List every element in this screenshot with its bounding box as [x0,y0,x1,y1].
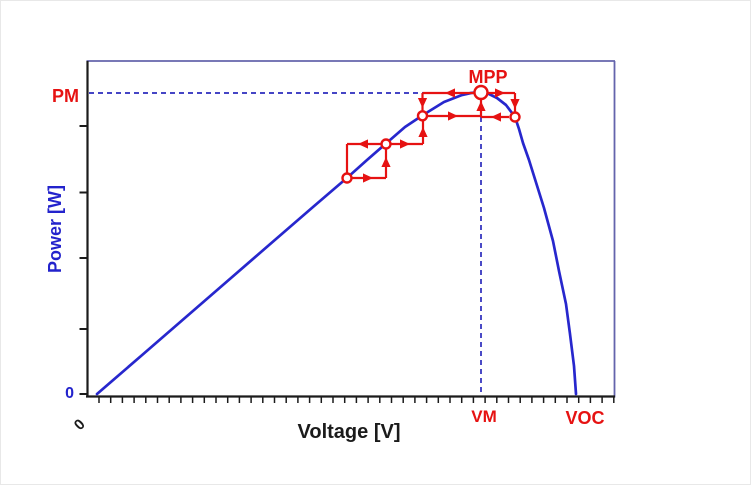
operating-point-4 [509,111,521,123]
mppt-arrow-up [418,127,428,137]
mpp-label: MPP [468,67,507,87]
pv-curve-line [95,90,578,396]
mppt-arrow-right [400,139,410,149]
pm-label: PM [52,86,79,106]
mpp-point [473,84,489,101]
mppt-arrow-left [491,112,501,122]
mppt-arrow-right [363,173,373,183]
operating-point-1 [341,172,353,184]
mppt-arrow-down [417,98,428,108]
mppt-arrow-left [445,88,455,98]
y-origin-label: 0 [65,385,74,402]
mppt-arrow-right [448,111,458,121]
vm-label: VM [471,407,497,426]
x-origin-label: 0 [71,416,89,434]
mppt-arrow-up [476,101,486,111]
operating-point-2 [380,138,392,150]
operating-point-3 [416,110,429,122]
mppt-arrow-up [381,157,391,167]
mppt-arrow-down [510,99,520,109]
voc-label: VOC [565,408,604,428]
mppt-arrow-right [495,88,505,98]
y-axis-title: Power [W] [45,185,65,273]
mppt-arrow-left [358,139,368,149]
x-axis-title: Voltage [V] [298,421,401,443]
